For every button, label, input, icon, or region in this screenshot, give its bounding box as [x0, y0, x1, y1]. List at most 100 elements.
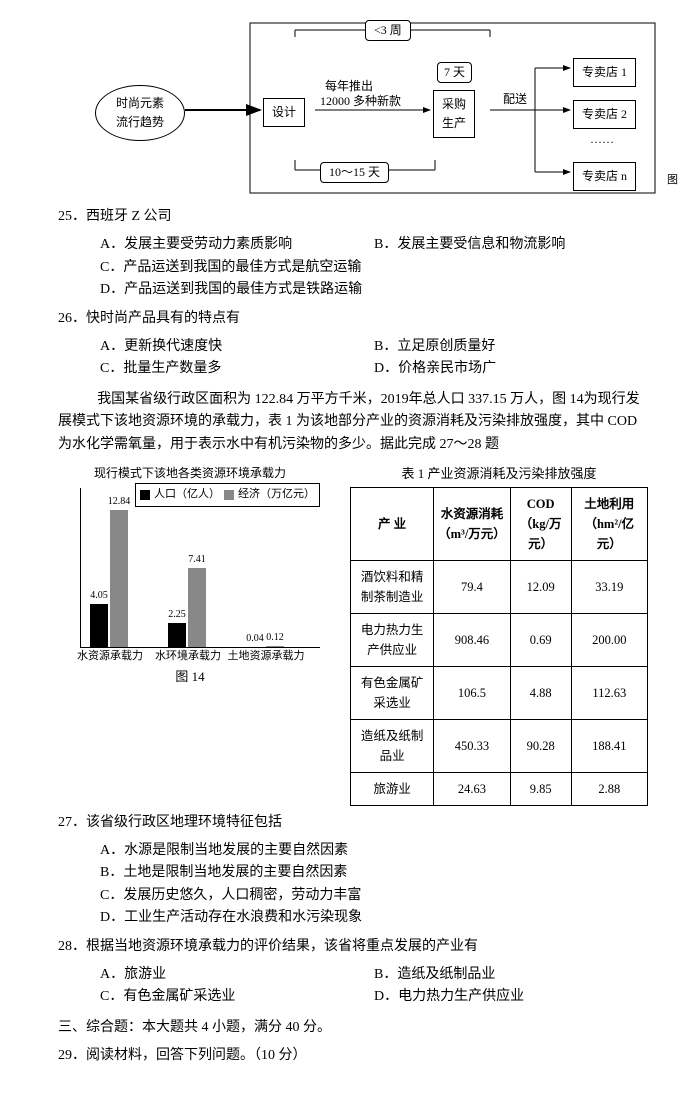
q26-opt-c: C．批量生产数量多	[100, 358, 374, 380]
node-trend: 时尚元素 流行趋势	[95, 85, 185, 141]
q27-opt-a: A．水源是限制当地发展的主要自然因素	[100, 840, 648, 862]
table-row: 造纸及纸制品业450.3390.28188.41	[351, 719, 648, 772]
q27-opt-c: C．发展历史悠久，人口稠密，劳动力丰富	[100, 885, 648, 907]
q26-num: 26．	[58, 311, 86, 326]
q25-stem: 西班牙 Z 公司	[86, 209, 172, 224]
table-header-3: 土地利用（hm²/亿元）	[571, 487, 647, 560]
q29-stem: 阅读材料，回答下列问题。（10 分）	[86, 1048, 307, 1063]
label-3w: <3 周	[365, 20, 411, 41]
bar-eco-1	[188, 568, 206, 647]
table-cell-1-0: 电力热力生产供应业	[351, 613, 434, 666]
x-label-0: 水资源承载力	[70, 648, 150, 666]
table-row: 有色金属矿采选业106.54.88112.63	[351, 666, 648, 719]
chart-table-row: 现行模式下该地各类资源环境承载力 人口（亿人） 经济（万亿元） 4.0512.8…	[40, 464, 648, 806]
label-1015d: 10～15 天	[320, 162, 389, 183]
section3-title: 三、综合题：本大题共 4 小题，满分 40 分。	[58, 1017, 648, 1039]
node-procure: 采购 生产	[433, 90, 475, 138]
node-storen: 专卖店 n	[573, 162, 636, 191]
chart-caption: 图 14	[40, 667, 340, 688]
table-cell-2-3: 112.63	[571, 666, 647, 719]
q28-opt-b: B．造纸及纸制品业	[374, 964, 648, 986]
q27-opt-b: B．土地是限制当地发展的主要自然因素	[100, 862, 648, 884]
table-cell-1-2: 0.69	[510, 613, 571, 666]
bar-val-eco-2: 0.12	[260, 630, 290, 646]
table-header-0: 产 业	[351, 487, 434, 560]
table-cell-3-1: 450.33	[434, 719, 511, 772]
table-cell-0-2: 12.09	[510, 560, 571, 613]
table-cell-4-3: 2.88	[571, 772, 647, 805]
table-cell-2-0: 有色金属矿采选业	[351, 666, 434, 719]
q26-opt-d: D．价格亲民市场广	[374, 358, 648, 380]
bar-pop-0	[90, 604, 108, 647]
table-cell-3-0: 造纸及纸制品业	[351, 719, 434, 772]
q25-opt-c: C．产品运送到我国的最佳方式是航空运输	[100, 257, 648, 279]
node-design: 设计	[263, 98, 305, 127]
label-7d: 7 天	[437, 62, 472, 83]
q26-stem: 快时尚产品具有的特点有	[86, 311, 240, 326]
table-cell-4-0: 旅游业	[351, 772, 434, 805]
chart-title: 现行模式下该地各类资源环境承载力	[40, 464, 340, 483]
q27-stem: 该省级行政区地理环境特征包括	[86, 815, 282, 830]
node-store1: 专卖店 1	[573, 58, 636, 87]
q27: 27．该省级行政区地理环境特征包括	[58, 812, 648, 834]
q25-opt-b: B．发展主要受信息和物流影响	[374, 234, 648, 256]
q28-opt-c: C．有色金属矿采选业	[100, 986, 374, 1008]
bar-pop-1	[168, 623, 186, 647]
table-row: 电力热力生产供应业908.460.69200.00	[351, 613, 648, 666]
q25: 25．西班牙 Z 公司	[58, 206, 648, 228]
label-distribute: 配送	[503, 90, 527, 109]
table-row: 旅游业24.639.852.88	[351, 772, 648, 805]
table-cell-3-3: 188.41	[571, 719, 647, 772]
q29-num: 29．	[58, 1048, 86, 1063]
q28-num: 28．	[58, 939, 86, 954]
table-cell-0-1: 79.4	[434, 560, 511, 613]
q26-opt-a: A．更新换代速度快	[100, 336, 374, 358]
data-table: 产 业水资源消耗（m³/万元）COD（kg/万元）土地利用（hm²/亿元）酒饮料…	[350, 487, 648, 806]
node-store2: 专卖店 2	[573, 100, 636, 129]
q26: 26．快时尚产品具有的特点有	[58, 308, 648, 330]
q28-stem: 根据当地资源环境承载力的评价结果，该省将重点发展的产业有	[86, 939, 478, 954]
q25-num: 25．	[58, 209, 86, 224]
trend-text: 时尚元素 流行趋势	[116, 96, 164, 129]
q28-opt-d: D．电力热力生产供应业	[374, 986, 648, 1008]
table-cell-0-0: 酒饮料和精制茶制造业	[351, 560, 434, 613]
legend-pop: 人口（亿人）	[154, 486, 220, 504]
table-cell-4-2: 9.85	[510, 772, 571, 805]
x-label-1: 水环境承载力	[148, 648, 228, 666]
table-header-1: 水资源消耗（m³/万元）	[434, 487, 511, 560]
bar-eco-0	[110, 510, 128, 648]
table-caption: 表 1 产业资源消耗及污染排放强度	[350, 464, 648, 485]
table-cell-3-2: 90.28	[510, 719, 571, 772]
q29: 29．阅读材料，回答下列问题。（10 分）	[58, 1045, 648, 1067]
y-axis	[80, 488, 81, 648]
q28: 28．根据当地资源环境承载力的评价结果，该省将重点发展的产业有	[58, 936, 648, 958]
q25-opt-a: A．发展主要受劳动力素质影响	[100, 234, 374, 256]
label-newstyle2: 12000 多种新款	[320, 92, 401, 111]
chart-legend: 人口（亿人） 经济（万亿元）	[135, 483, 320, 507]
legend-swatch-pop	[140, 490, 150, 500]
q25-opt-d: D．产品运送到我国的最佳方式是铁路运输	[100, 279, 648, 301]
q28-opt-a: A．旅游业	[100, 964, 374, 986]
fig-side-label: 图	[667, 172, 678, 190]
legend-swatch-eco	[224, 490, 234, 500]
legend-eco: 经济（万亿元）	[238, 486, 315, 504]
q27-num: 27．	[58, 815, 86, 830]
table-column: 表 1 产业资源消耗及污染排放强度 产 业水资源消耗（m³/万元）COD（kg/…	[350, 464, 648, 806]
table-cell-2-2: 4.88	[510, 666, 571, 719]
table-cell-2-1: 106.5	[434, 666, 511, 719]
table-cell-4-1: 24.63	[434, 772, 511, 805]
q27-opt-d: D．工业生产活动存在水浪费和水污染现象	[100, 907, 648, 929]
table-cell-1-3: 200.00	[571, 613, 647, 666]
intro-paragraph: 我国某省级行政区面积为 122.84 万平方千米，2019年总人口 337.15…	[58, 389, 648, 456]
bar-val-eco-1: 7.41	[182, 552, 212, 568]
table-cell-1-1: 908.46	[434, 613, 511, 666]
chart-column: 现行模式下该地各类资源环境承载力 人口（亿人） 经济（万亿元） 4.0512.8…	[40, 464, 340, 688]
flowchart: 时尚元素 流行趋势 设计 每年推出 12000 多种新款 采购 生产 专卖店 1…	[95, 20, 648, 200]
x-label-2: 土地资源承载力	[226, 648, 306, 666]
node-dots: ……	[590, 130, 614, 149]
q26-opt-b: B．立足原创质量好	[374, 336, 648, 358]
table-row: 酒饮料和精制茶制造业79.412.0933.19	[351, 560, 648, 613]
table-header-2: COD（kg/万元）	[510, 487, 571, 560]
bar-val-eco-0: 12.84	[104, 494, 134, 510]
table-cell-0-3: 33.19	[571, 560, 647, 613]
